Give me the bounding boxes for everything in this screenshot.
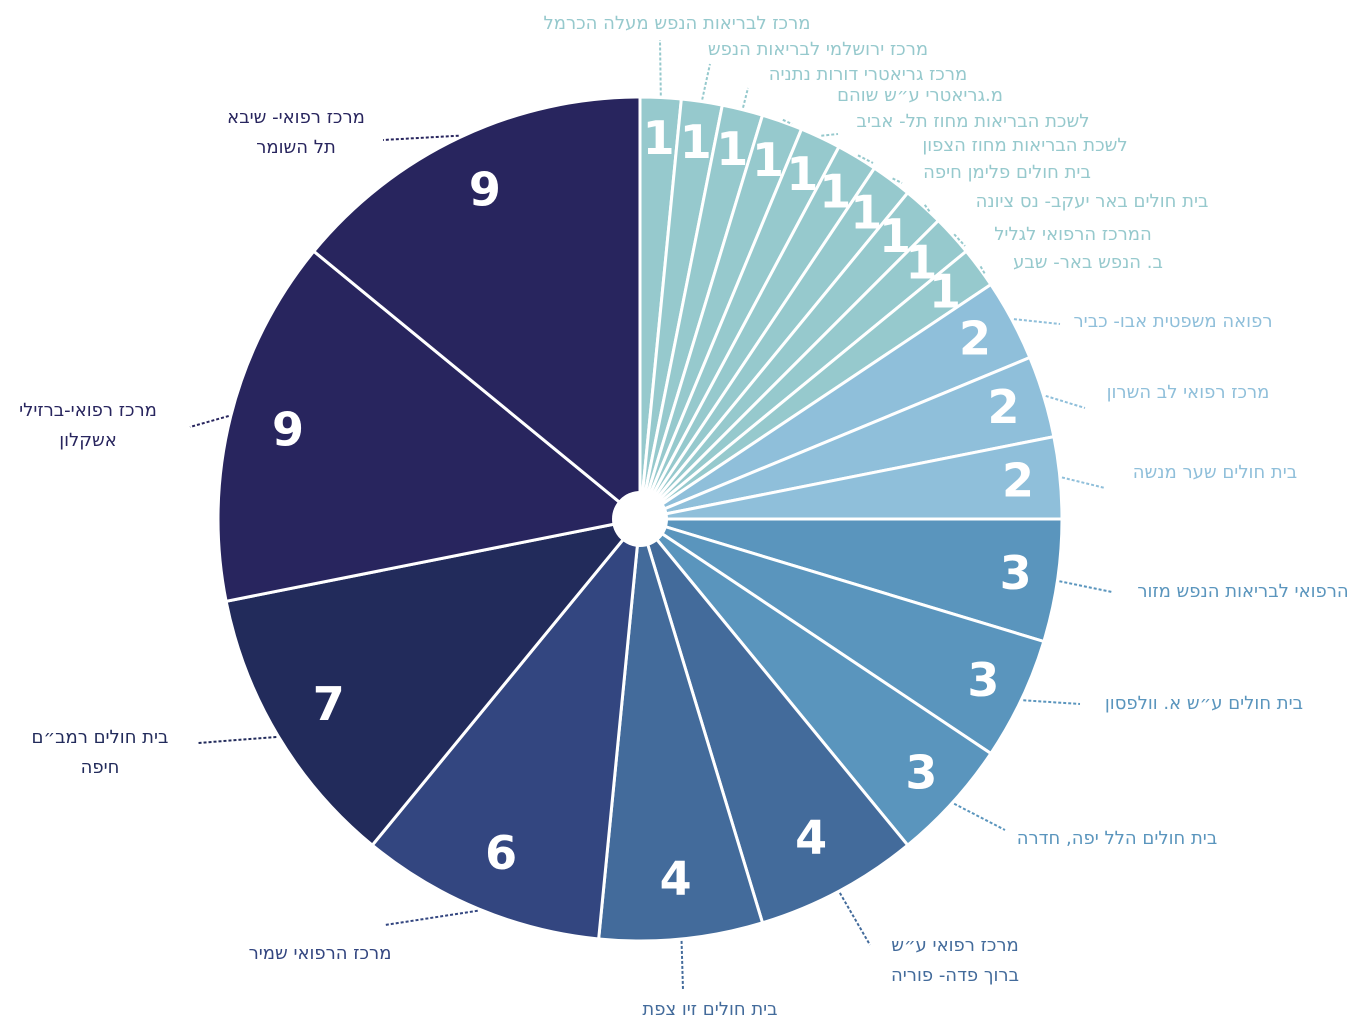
leader-line: [953, 802, 1006, 831]
slice-label: בית חולים פלימן חיפה: [923, 162, 1091, 183]
leader-line: [701, 63, 711, 100]
value-label: 3: [1000, 546, 1032, 600]
slice-label: תל השומר: [256, 137, 336, 158]
slice-label: בית חולים זיו צפת: [642, 999, 777, 1020]
slice-label: בית חולים שער מנשה: [1133, 462, 1297, 483]
leader-line: [382, 134, 459, 141]
leader-line: [923, 204, 931, 213]
pie-slice: [370, 514, 642, 941]
value-label: 1: [680, 115, 712, 169]
leader-line: [197, 735, 277, 744]
value-label: 9: [272, 402, 304, 456]
leader-line: [1061, 476, 1106, 489]
value-label: 2: [959, 311, 991, 365]
slice-label: ברוך פדה- פוריה: [891, 965, 1019, 986]
slice-label: בית חולים הלל יפה, חדרה: [1017, 828, 1218, 849]
slice-label: מרכז רפואי ע״ש: [891, 935, 1019, 956]
leader-line: [892, 177, 903, 184]
value-label: 9: [469, 162, 501, 216]
leader-line: [839, 892, 871, 946]
pie-slice: [596, 518, 765, 943]
slice-label: אשקלון: [59, 430, 117, 451]
leader-line: [857, 154, 874, 164]
slice-label: לשכת הבריאות מחוז תל- אביב: [857, 111, 1090, 132]
value-label: 1: [643, 111, 675, 165]
slice-label: חיפה: [81, 757, 120, 778]
leader-line: [659, 39, 662, 96]
slice-label: בית חולים רמב״ם: [32, 727, 169, 748]
leader-line: [742, 87, 749, 108]
slice-label: הרפואי לבריאות הנפש מזור: [1137, 581, 1348, 602]
value-label: 2: [987, 380, 1019, 434]
pie-slice: [638, 518, 910, 925]
value-label: 3: [967, 653, 999, 707]
value-label: 7: [313, 677, 345, 731]
slice-label: לשכת הבריאות מחוז הצפון: [922, 135, 1127, 156]
slice-label: מרכז הרפואי שמיר: [249, 943, 392, 964]
value-label: 3: [905, 746, 937, 800]
slice-label: מרכז גריאטרי דורות נתניה: [769, 64, 967, 85]
slice-label: מרכז רפואי- שיבא: [227, 107, 365, 128]
leader-line: [1045, 394, 1086, 409]
slice-label: בית חולים ע״ש א. וולפסון: [1105, 693, 1303, 714]
slice-label: מרכז רפואי-ברזילי: [19, 400, 157, 421]
leader-line: [782, 118, 793, 125]
value-label: 2: [1002, 453, 1034, 507]
leader-line: [953, 233, 966, 247]
leader-line: [821, 133, 839, 137]
value-label: 1: [716, 122, 748, 176]
pie-slice: [224, 516, 644, 848]
leader-line: [384, 909, 478, 926]
leader-line: [680, 940, 684, 991]
center-hole: [612, 491, 668, 547]
leader-line: [1013, 318, 1061, 325]
slice-label: מרכז רפואי לב השרון: [1107, 382, 1270, 403]
leader-line: [1023, 699, 1081, 705]
value-label: 4: [660, 852, 692, 906]
leader-line: [1059, 580, 1113, 593]
slice-label: בית חולים באר יעקב- נס ציונה: [976, 191, 1209, 212]
slice-label: המרכז הרפואי לגליל: [994, 224, 1152, 245]
pie-slice: [311, 95, 642, 523]
slice-label: מ.גריאטרי ע״ש שוהם: [837, 85, 1003, 106]
slice-label: ב. הנפש באר- שבע: [1013, 252, 1163, 273]
leader-line: [189, 415, 229, 428]
value-label: 4: [795, 811, 827, 865]
slice-label: מרכז ירושלמי לבריאות הנפש: [708, 39, 928, 60]
pie-slice: [216, 249, 644, 604]
value-label: 1: [752, 133, 784, 187]
slice-label: מרכז לבריאות הנפש מעלה הכרמל: [544, 13, 811, 34]
value-label: 6: [485, 826, 517, 880]
slice-label: רפואה משפטית אבו- כביר: [1074, 311, 1273, 332]
leader-line: [979, 265, 986, 275]
